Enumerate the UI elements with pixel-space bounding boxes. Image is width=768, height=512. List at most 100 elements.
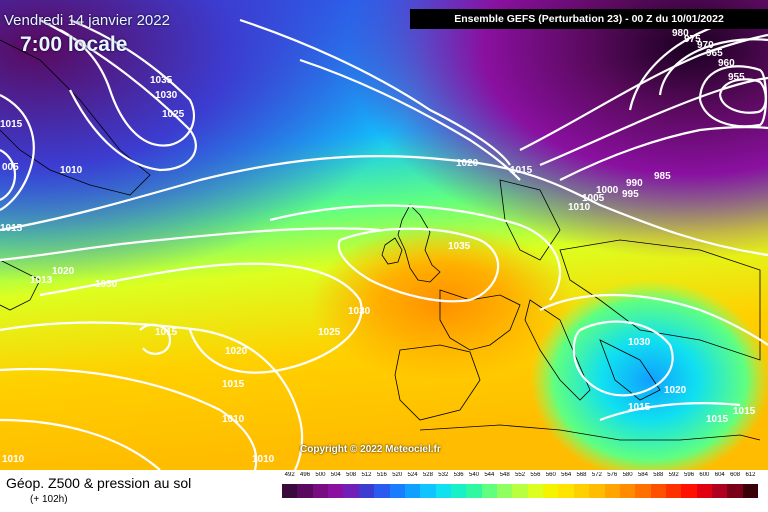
legend-value: 592 [668,472,679,478]
coastlines [0,39,761,441]
legend-value: 500 [315,472,326,478]
legend-value: 552 [515,472,526,478]
legend-swatch [573,484,590,498]
isobar-label: 1020 [225,346,248,357]
legend-value: 524 [407,472,418,478]
legend-swatch [312,484,329,498]
legend-value: 544 [484,472,495,478]
isobar-label: 1025 [162,109,185,120]
isobar-label: 005 [2,162,19,173]
isobar-label: 1030 [95,279,118,290]
legend-swatch [297,484,313,498]
isobar-label: 960 [718,58,735,69]
isobar-label: 1010 [2,454,25,465]
legend-value: 600 [699,472,710,478]
low-pressure-mediterranean [530,280,768,470]
isobar-label: 1010 [568,202,591,213]
isobar-label: 1005 [582,193,605,204]
legend-value: 560 [545,472,556,478]
legend-value: 508 [346,472,357,478]
isobar-label: 1030 [348,306,371,317]
legend-value: 492 [284,472,295,478]
legend-swatch [450,484,467,498]
footer-bar: Géop. Z500 & pression au sol (+ 102h) 49… [0,470,768,512]
legend-swatch [343,484,359,498]
model-info-banner: Ensemble GEFS (Perturbation 23) - 00 Z d… [410,9,768,29]
isobar-label: 1010 [222,414,245,425]
legend-value: 564 [561,472,572,478]
legend-swatches [282,484,759,498]
legend-value: 572 [591,472,602,478]
legend-value: 516 [376,472,387,478]
legend-swatch [681,484,697,498]
isobar-label: 985 [654,171,671,182]
legend-swatch [527,484,544,498]
isobar-label: 1035 [448,241,471,252]
legend-swatch [497,484,513,498]
legend-swatch [512,484,528,498]
isobar-label: 970 [697,40,714,51]
isobar-label: 1000 [596,185,619,196]
legend-value: 556 [530,472,541,478]
map-title: Géop. Z500 & pression au sol [6,475,192,491]
forecast-lead-time: (+ 102h) [30,494,68,505]
legend-swatch [389,484,405,498]
high-pressure-europe [200,160,640,420]
legend-value: 612 [745,472,756,478]
isobar-label: 1015 [0,223,23,234]
legend-swatch [604,484,620,498]
color-legend: 492 496 500 504 508 512 516 520 524 528 532 536 540 5… [282,472,759,508]
legend-value: 496 [300,472,311,478]
isobar-label: 1030 [155,90,178,101]
isobar-label: 1015 [628,402,651,413]
isobar-label: 1035 [150,75,173,86]
legend-swatch [589,484,605,498]
legend-value: 596 [684,472,695,478]
isobar-label: 1013 [30,275,53,286]
isobar-labels: 1035 1030 1025 1015 005 1010 1015 1020 1… [0,28,756,465]
legend-value: 540 [468,472,479,478]
isobar-label: 1010 [252,454,275,465]
isobar-label: 990 [626,178,643,189]
legend-swatch [374,484,390,498]
legend-swatch [650,484,666,498]
legend-value: 512 [361,472,372,478]
isobar-label: 995 [622,189,639,200]
legend-labels: 492 496 500 504 508 512 516 520 524 528 532 536 540 5… [282,472,758,482]
legend-swatch [665,484,682,498]
legend-value: 520 [392,472,403,478]
legend-value: 536 [453,472,464,478]
isobar-label: 1015 [706,414,729,425]
copyright-notice: Copyright © 2022 Meteociel.fr [300,444,441,455]
isobar-label: 965 [706,48,723,59]
legend-value: 588 [653,472,664,478]
legend-value: 584 [637,472,648,478]
isobar-label: 1010 [60,165,83,176]
isobar-label: 980 [672,28,689,39]
legend-swatch [282,484,298,498]
legend-value: 528 [422,472,433,478]
map-canvas: 1035 1030 1025 1015 005 1010 1015 1020 1… [0,0,768,470]
legend-swatch [635,484,651,498]
legend-swatch [727,484,743,498]
legend-swatch [435,484,451,498]
forecast-date: Vendredi 14 janvier 2022 [4,12,170,29]
legend-value: 568 [576,472,587,478]
legend-swatch [420,484,436,498]
legend-value: 576 [607,472,618,478]
legend-swatch [619,484,636,498]
legend-value: 504 [330,472,341,478]
legend-value: 604 [714,472,725,478]
legend-swatch [328,484,344,498]
weather-map: 1035 1030 1025 1015 005 1010 1015 1020 1… [0,0,768,470]
isobar-label: 1020 [52,266,75,277]
isobar-label: 975 [684,34,701,45]
isobar-label: 1020 [456,158,479,169]
isobar-label: 1030 [628,337,651,348]
isobar-label: 1015 [0,119,23,130]
legend-swatch [481,484,498,498]
legend-swatch [358,484,375,498]
legend-swatch [404,484,421,498]
isobar-label: 1020 [664,385,687,396]
legend-swatch [466,484,482,498]
